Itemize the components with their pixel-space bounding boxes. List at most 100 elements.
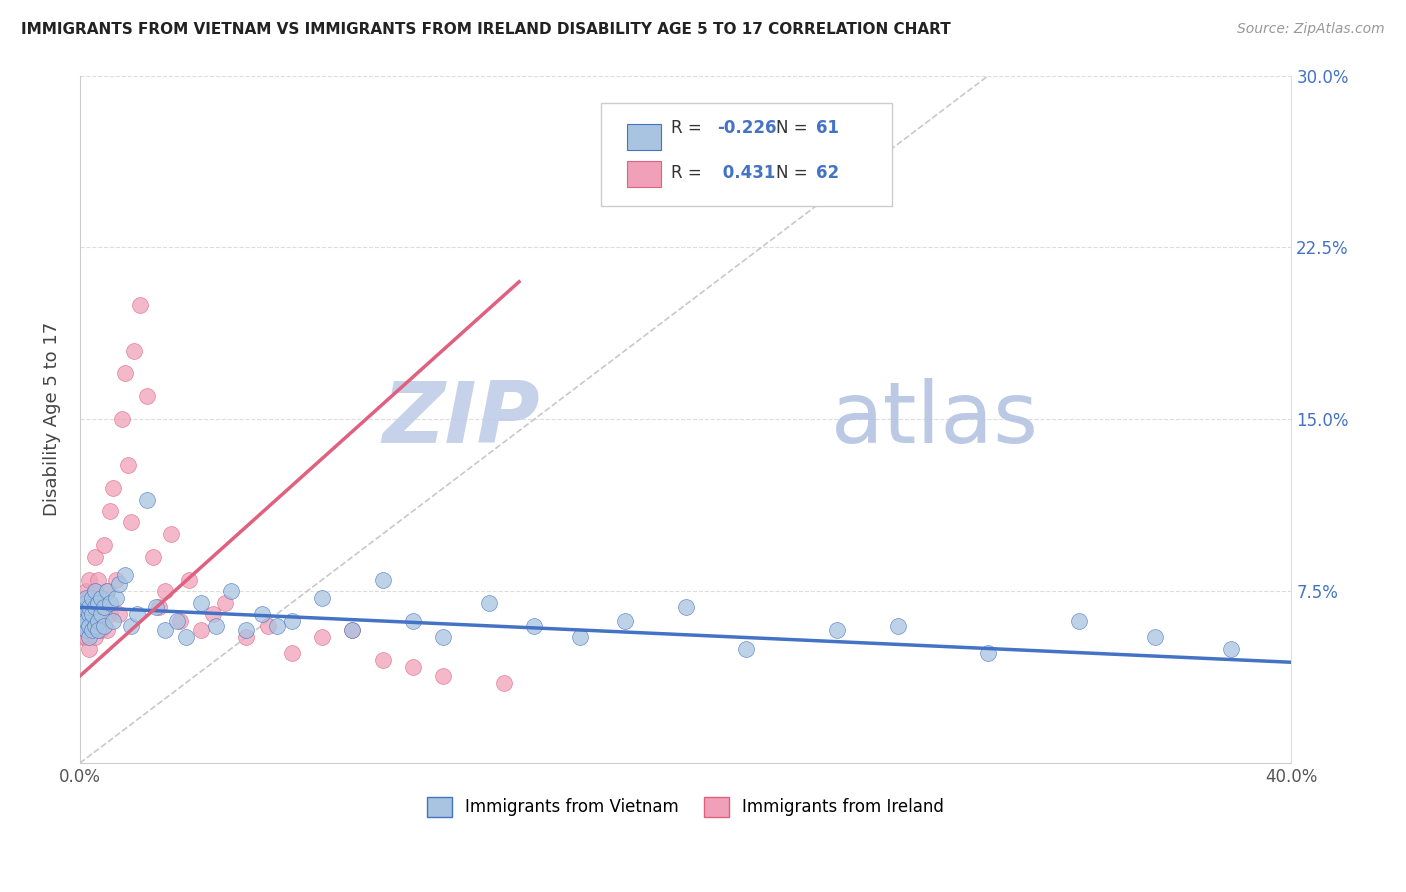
Point	[174, 630, 197, 644]
Point	[77, 618, 100, 632]
Point	[1219, 641, 1241, 656]
Point	[311, 630, 333, 644]
Point	[221, 584, 243, 599]
Point	[127, 607, 149, 622]
Text: R =: R =	[671, 119, 707, 136]
Point	[492, 676, 515, 690]
Point	[142, 549, 165, 564]
Point	[111, 412, 134, 426]
Point	[90, 591, 112, 606]
Point	[72, 596, 94, 610]
Point	[432, 630, 454, 644]
Point	[108, 577, 131, 591]
Point	[80, 623, 103, 637]
Point	[80, 591, 103, 606]
Point	[77, 607, 100, 622]
Point	[114, 367, 136, 381]
Point	[72, 618, 94, 632]
Point	[87, 600, 110, 615]
Point	[675, 600, 697, 615]
Point	[84, 584, 107, 599]
Point	[177, 573, 200, 587]
Point	[84, 549, 107, 564]
Text: R =: R =	[671, 164, 707, 182]
Text: 0.431: 0.431	[717, 164, 776, 182]
Point	[886, 618, 908, 632]
Point	[75, 623, 97, 637]
Point	[72, 618, 94, 632]
Point	[735, 641, 758, 656]
Text: 62: 62	[817, 164, 839, 182]
Point	[90, 614, 112, 628]
Point	[159, 527, 181, 541]
Point	[75, 630, 97, 644]
Point	[77, 607, 100, 622]
Point	[93, 618, 115, 632]
Point	[614, 614, 637, 628]
Point	[87, 614, 110, 628]
Point	[105, 591, 128, 606]
Point	[93, 600, 115, 615]
Point	[114, 568, 136, 582]
Text: atlas: atlas	[831, 378, 1039, 461]
Point	[214, 596, 236, 610]
Point	[77, 600, 100, 615]
Point	[202, 607, 225, 622]
Point	[75, 600, 97, 615]
Point	[342, 623, 364, 637]
Point	[75, 623, 97, 637]
Point	[342, 623, 364, 637]
Point	[93, 538, 115, 552]
Point	[117, 458, 139, 472]
Point	[96, 584, 118, 599]
Point	[87, 607, 110, 622]
Point	[75, 614, 97, 628]
Point	[98, 607, 121, 622]
Point	[281, 614, 304, 628]
Point	[108, 607, 131, 622]
Point	[153, 623, 176, 637]
FancyBboxPatch shape	[600, 103, 891, 206]
Legend: Immigrants from Vietnam, Immigrants from Ireland: Immigrants from Vietnam, Immigrants from…	[420, 790, 950, 823]
Point	[80, 623, 103, 637]
Point	[98, 504, 121, 518]
Point	[371, 653, 394, 667]
Point	[84, 618, 107, 632]
Point	[135, 492, 157, 507]
Point	[77, 630, 100, 644]
Point	[1144, 630, 1167, 644]
Point	[105, 573, 128, 587]
Point	[75, 596, 97, 610]
Point	[90, 591, 112, 606]
Point	[371, 573, 394, 587]
Point	[311, 591, 333, 606]
Text: -0.226: -0.226	[717, 119, 776, 136]
Point	[96, 623, 118, 637]
Point	[72, 607, 94, 622]
Point	[75, 591, 97, 606]
Point	[72, 630, 94, 644]
Point	[75, 614, 97, 628]
Point	[80, 607, 103, 622]
Point	[235, 630, 257, 644]
Point	[402, 660, 425, 674]
Y-axis label: Disability Age 5 to 17: Disability Age 5 to 17	[44, 322, 60, 516]
Point	[235, 623, 257, 637]
Text: ZIP: ZIP	[382, 378, 540, 461]
Point	[166, 614, 188, 628]
Point	[402, 614, 425, 628]
Point	[77, 641, 100, 656]
Point	[72, 607, 94, 622]
Point	[190, 623, 212, 637]
Point	[124, 343, 146, 358]
Point	[77, 618, 100, 632]
Point	[77, 591, 100, 606]
Point	[80, 614, 103, 628]
Text: IMMIGRANTS FROM VIETNAM VS IMMIGRANTS FROM IRELAND DISABILITY AGE 5 TO 17 CORREL: IMMIGRANTS FROM VIETNAM VS IMMIGRANTS FR…	[21, 22, 950, 37]
Point	[84, 630, 107, 644]
Point	[135, 389, 157, 403]
Point	[80, 596, 103, 610]
Bar	[627, 161, 661, 187]
Text: Source: ZipAtlas.com: Source: ZipAtlas.com	[1237, 22, 1385, 37]
Point	[80, 600, 103, 615]
